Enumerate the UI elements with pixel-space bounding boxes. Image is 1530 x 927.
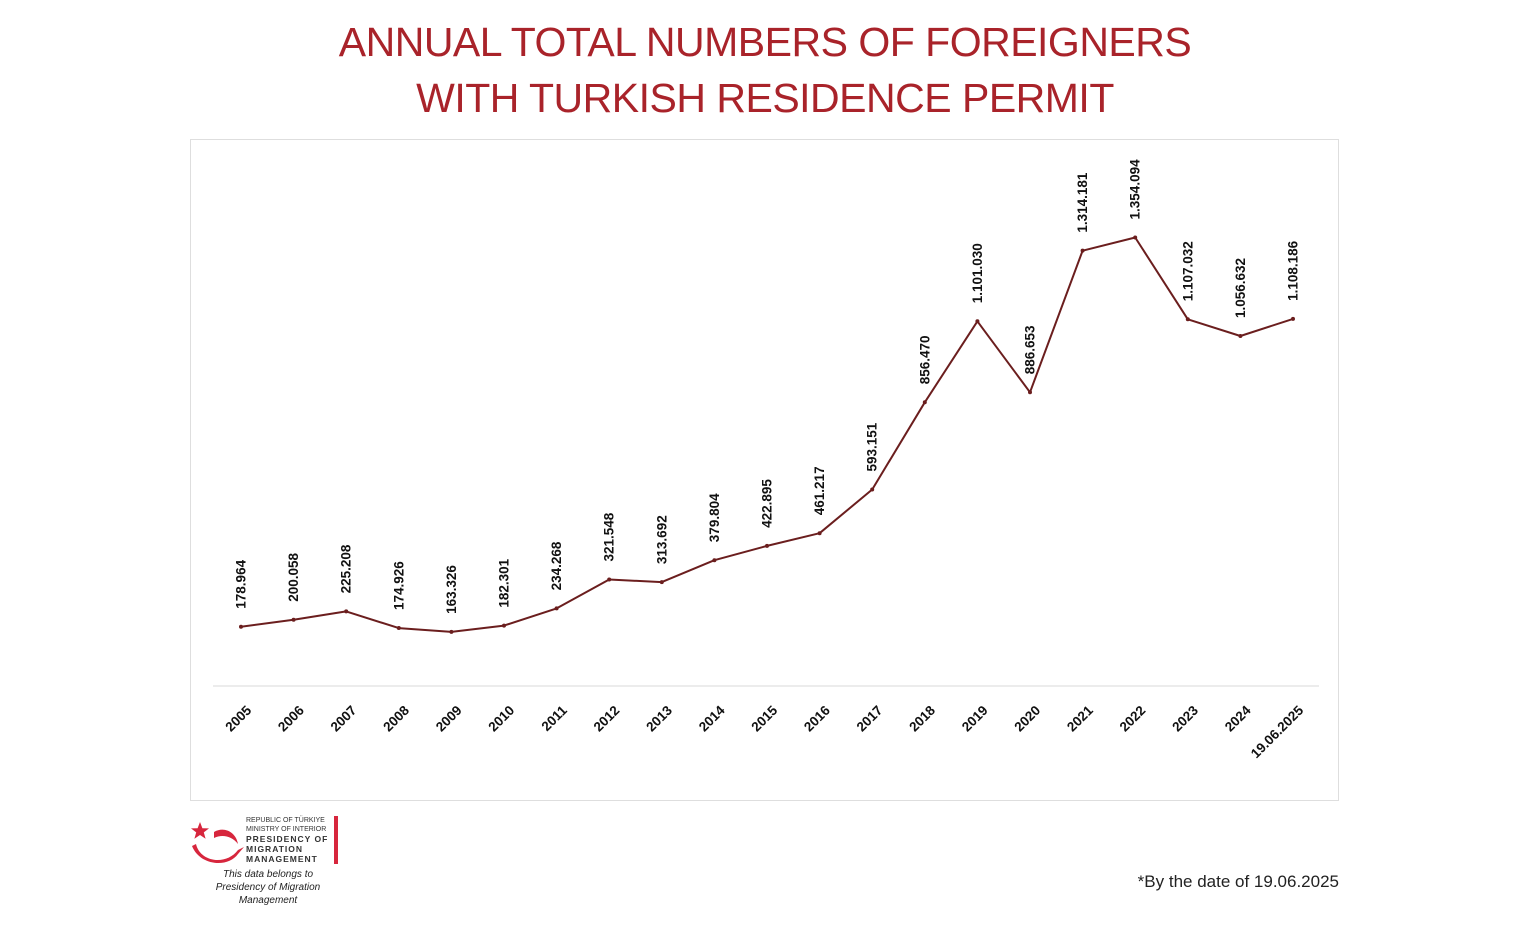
x-tick-label: 2018 [906,702,938,734]
data-point [659,580,664,585]
footnote: *By the date of 19.06.2025 [1137,872,1339,891]
data-point [239,624,243,629]
data-label: 313.692 [654,515,669,564]
data-label: 182.301 [497,558,512,607]
data-label: 225.208 [339,544,354,593]
chart-title-line2: WITH TURKISH RESIDENCE PERMIT [416,75,1114,121]
data-point [607,577,612,582]
x-tick-label: 2012 [591,703,623,735]
x-tick-label: 2017 [854,703,886,735]
data-label: 856.470 [917,335,932,384]
x-tick-label: 2013 [643,702,675,734]
logo-line4: MIGRATION MANAGEMENT [246,844,318,864]
data-point [449,629,454,634]
data-label: 593.151 [865,422,880,471]
data-point [344,609,349,614]
x-tick-label: 2022 [1117,703,1149,735]
data-label: 321.548 [602,512,617,561]
data-label: 379.804 [707,493,722,542]
data-label: 1.056.632 [1233,258,1248,318]
line-chart: 178.964 2005 200.058 2006 225.208 2007 174.926… [213,159,1319,761]
data-point [765,543,769,548]
x-tick-label: 2009 [433,703,465,735]
x-tick-label: 2021 [1064,702,1096,734]
data-label: 1.108.186 [1286,240,1301,301]
credit-line2: Presidency of Migration Management [215,882,321,906]
logo-line1: REPUBLIC OF TÜRKIYE [246,817,325,824]
data-label: 886.653 [1023,325,1038,374]
logo-text: REPUBLIC OF TÜRKIYE MINISTRY OF INTERIOR… [246,816,332,864]
data-point [975,319,980,324]
chart-title-line1: ANNUAL TOTAL NUMBERS OF FOREIGNERS [338,19,1192,65]
logo-divider-bar [334,816,338,864]
logo-line2: MINISTRY OF INTERIOR [246,826,327,833]
data-label: 234.268 [549,541,564,590]
x-tick-label: 2020 [1011,703,1043,735]
data-point [1238,333,1243,338]
data-point [922,400,927,405]
x-tick-label: 2005 [222,702,254,734]
chart-frame: 178.964 2005 200.058 2006 225.208 2007 174.926… [190,139,1339,801]
x-tick-label: 2024 [1222,702,1254,734]
data-point [1133,235,1138,240]
x-tick-label: 2007 [328,703,360,735]
x-tick-label: 2019 [959,703,991,735]
x-tick-label: 2011 [539,702,571,734]
data-point [554,606,559,611]
logo-line3: PRESIDENCY OF [246,834,329,844]
x-tick-label: 2015 [748,702,780,734]
x-tick-label: 2023 [1169,702,1201,734]
data-point [712,558,717,563]
data-label: 1.107.032 [1180,241,1195,301]
chart-title: ANNUAL TOTAL NUMBERS OF FOREIGNERS WITH … [0,14,1530,126]
crescent-star-logo-icon [191,822,244,864]
data-label: 163.326 [444,565,459,614]
data-point [1291,316,1295,321]
data-point [870,487,875,492]
data-credit: This data belongs to Presidency of Migra… [188,868,348,907]
x-tick-label: 19.06.2025 [1248,702,1307,761]
data-label: 1.314.181 [1075,172,1090,233]
data-label: 1.354.094 [1128,159,1143,220]
data-point [396,626,401,631]
data-point [1185,317,1190,322]
x-tick-label: 2016 [801,702,833,734]
data-point [291,617,296,622]
data-label: 1.101.030 [970,243,985,303]
data-label: 178.964 [234,559,249,608]
credit-line1: This data belongs to [222,869,314,880]
x-tick-label: 2014 [696,702,728,734]
x-tick-label: 2010 [485,703,517,735]
data-label: 200.058 [286,552,301,601]
data-label: 461.217 [812,466,827,515]
x-tick-label: 2006 [275,702,307,734]
data-label: 174.926 [391,561,406,610]
data-label: 422.895 [760,479,775,528]
data-point [817,531,822,536]
data-point [1080,248,1085,253]
data-point [1028,390,1032,395]
data-point [502,623,506,628]
organization-logo: REPUBLIC OF TÜRKIYE MINISTRY OF INTERIOR… [188,814,348,907]
x-tick-label: 2008 [380,702,412,734]
